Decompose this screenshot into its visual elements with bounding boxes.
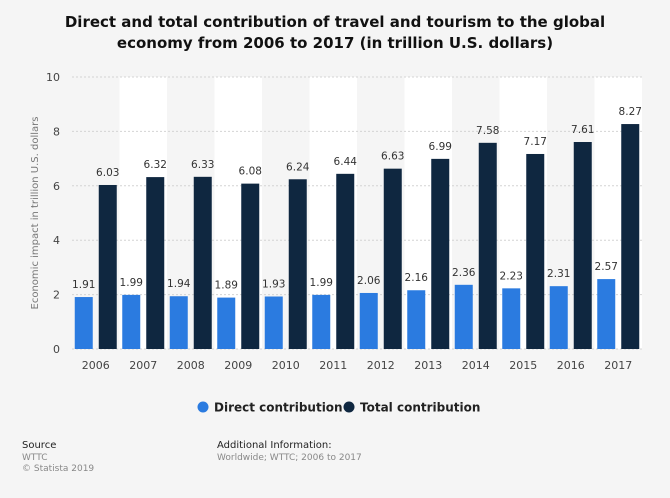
legend-marker-total[interactable] — [343, 401, 355, 413]
data-label-direct-2011: 1.99 — [310, 277, 333, 289]
data-label-direct-2009: 1.89 — [215, 280, 238, 292]
bar-direct-2009[interactable] — [217, 297, 236, 349]
bar-direct-2006[interactable] — [74, 297, 93, 349]
bar-total-2009[interactable] — [241, 183, 260, 349]
data-label-total-2012: 6.63 — [381, 151, 404, 163]
data-label-total-2006: 6.03 — [96, 167, 119, 179]
bar-total-2007[interactable] — [146, 177, 165, 349]
data-label-direct-2007: 1.99 — [120, 277, 143, 289]
bar-total-2006[interactable] — [98, 184, 117, 349]
legend-label-direct[interactable]: Direct contribution — [214, 401, 343, 415]
y-axis-label: Economic impact in trillion U.S. dollars — [30, 117, 41, 310]
legend: Direct contribution Total contribution — [197, 401, 480, 415]
bar-total-2010[interactable] — [288, 179, 307, 349]
x-tick-label: 2017 — [604, 359, 632, 372]
x-tick-label: 2008 — [177, 359, 205, 372]
x-tick-label: 2007 — [129, 359, 157, 372]
bar-total-2012[interactable] — [383, 168, 402, 349]
x-axis-ticks: 2006 2007 2008 2009 2010 2011 2012 2013 2014 2015… — [82, 359, 633, 372]
data-label-direct-2006: 1.91 — [72, 279, 95, 291]
data-label-total-2016: 7.61 — [571, 124, 594, 136]
x-tick-label: 2012 — [367, 359, 395, 372]
additional-info-heading: Additional Information: — [217, 440, 332, 451]
data-label-direct-2012: 2.06 — [357, 275, 381, 287]
data-labels: 1.91 6.03 1.99 6.32 1.94 6.33 1.89 6.08 1.93 6.24… — [72, 106, 642, 292]
data-label-total-2007: 6.32 — [144, 159, 167, 171]
source-heading: Source — [22, 440, 57, 451]
bar-direct-2007[interactable] — [122, 294, 141, 349]
x-tick-label: 2016 — [557, 359, 585, 372]
bar-direct-2014[interactable] — [454, 284, 473, 349]
bar-total-2016[interactable] — [573, 142, 592, 349]
data-label-direct-2014: 2.36 — [452, 267, 476, 279]
data-label-total-2011: 6.44 — [334, 156, 358, 168]
x-tick-label: 2015 — [509, 359, 537, 372]
data-label-total-2008: 6.33 — [191, 159, 214, 171]
bar-direct-2010[interactable] — [264, 296, 283, 349]
bar-total-2014[interactable] — [478, 142, 497, 349]
bar-chart: 0 2 4 6 8 10 Economic impact in trillion U.S.… — [30, 71, 642, 415]
x-tick-label: 2006 — [82, 359, 110, 372]
data-label-total-2014: 7.58 — [476, 125, 499, 137]
data-label-direct-2016: 2.31 — [547, 268, 570, 280]
source-name: WTTC — [22, 453, 48, 463]
data-label-direct-2015: 2.23 — [500, 270, 523, 282]
bar-direct-2011[interactable] — [312, 294, 331, 349]
x-tick-label: 2009 — [224, 359, 252, 372]
data-label-direct-2013: 2.16 — [405, 272, 429, 284]
bars — [74, 124, 640, 349]
data-label-direct-2008: 1.94 — [167, 278, 191, 290]
y-tick-label: 2 — [53, 289, 60, 302]
bar-total-2008[interactable] — [193, 176, 212, 349]
data-label-total-2013: 6.99 — [429, 141, 452, 153]
bar-direct-2013[interactable] — [407, 290, 426, 349]
chart-title: Direct and total contribution of travel … — [64, 13, 606, 52]
bar-direct-2015[interactable] — [502, 288, 521, 349]
y-tick-label: 0 — [53, 343, 60, 356]
data-label-total-2009: 6.08 — [239, 166, 262, 178]
bar-total-2017[interactable] — [621, 124, 640, 349]
bar-total-2013[interactable] — [431, 158, 450, 349]
bar-direct-2008[interactable] — [169, 296, 188, 349]
data-label-direct-2017: 2.57 — [595, 261, 618, 273]
y-tick-label: 6 — [53, 180, 60, 193]
bar-total-2011[interactable] — [336, 173, 355, 349]
data-label-total-2015: 7.17 — [524, 136, 547, 148]
x-tick-label: 2014 — [462, 359, 490, 372]
legend-marker-direct[interactable] — [197, 401, 209, 413]
gridlines — [72, 76, 642, 350]
x-tick-label: 2013 — [414, 359, 442, 372]
bar-direct-2016[interactable] — [549, 286, 568, 349]
y-axis-ticks: 0 2 4 6 8 10 — [46, 71, 60, 356]
data-label-total-2017: 8.27 — [619, 106, 642, 118]
x-tick-label: 2011 — [319, 359, 347, 372]
data-label-direct-2010: 1.93 — [262, 279, 285, 291]
additional-info-text: Worldwide; WTTC; 2006 to 2017 — [217, 453, 362, 463]
bar-total-2015[interactable] — [526, 153, 545, 349]
x-tick-label: 2010 — [272, 359, 300, 372]
y-tick-label: 4 — [53, 234, 60, 247]
y-tick-label: 10 — [46, 71, 60, 84]
data-label-total-2010: 6.24 — [286, 161, 310, 173]
footer: Source WTTC © Statista 2019 Additional I… — [0, 438, 670, 498]
legend-label-total[interactable]: Total contribution — [360, 401, 480, 415]
bar-direct-2012[interactable] — [359, 292, 378, 349]
copyright: © Statista 2019 — [22, 464, 95, 474]
bar-direct-2017[interactable] — [597, 279, 616, 349]
y-tick-label: 8 — [53, 125, 60, 138]
